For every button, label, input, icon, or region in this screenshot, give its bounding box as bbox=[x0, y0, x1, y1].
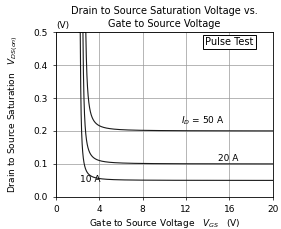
Text: Drain to Source Saturation   $V_{DS(on)}$: Drain to Source Saturation $V_{DS(on)}$ bbox=[6, 35, 20, 194]
Text: 10 A: 10 A bbox=[80, 175, 101, 184]
Title: Drain to Source Saturation Voltage vs.
Gate to Source Voltage: Drain to Source Saturation Voltage vs. G… bbox=[71, 6, 258, 28]
Text: $I_D$ = 50 A: $I_D$ = 50 A bbox=[181, 115, 224, 127]
Text: (V): (V) bbox=[56, 21, 69, 30]
X-axis label: Gate to Source Voltage   $V_{GS}$   (V): Gate to Source Voltage $V_{GS}$ (V) bbox=[89, 217, 240, 229]
Text: Pulse Test: Pulse Test bbox=[205, 37, 254, 47]
Text: 20 A: 20 A bbox=[219, 153, 239, 163]
